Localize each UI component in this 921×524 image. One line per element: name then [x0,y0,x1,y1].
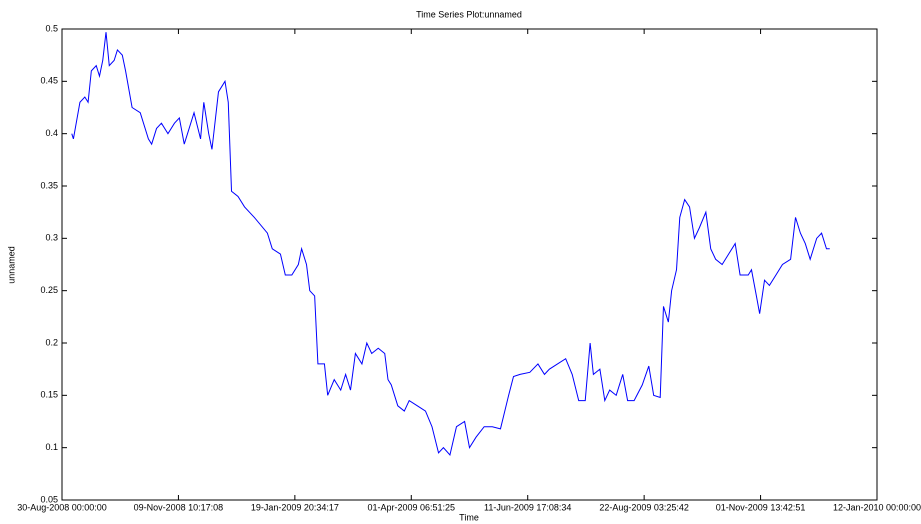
x-axis-label: Time [459,512,479,522]
y-tick-label: 0.3 [45,233,58,243]
y-tick-label: 0.15 [40,390,58,400]
chart-title: Time Series Plot:unnamed [416,9,522,19]
y-tick-label: 0.1 [45,442,58,452]
y-tick-label: 0.25 [40,285,58,295]
y-tick-label: 0.05 [40,494,58,504]
x-tick-label: 01-Nov-2009 13:42:51 [716,502,806,512]
y-tick-label: 0.2 [45,337,58,347]
y-axis-label: unnamed [6,246,16,284]
series-line [71,32,830,457]
x-tick-label: 11-Jun-2009 17:08:34 [484,502,571,512]
y-tick-label: 0.5 [45,23,58,33]
y-tick-label: 0.35 [40,180,58,190]
plot-frame [61,28,878,501]
x-tick-label: 19-Jan-2009 20:34:17 [251,502,339,512]
y-tick-label: 0.45 [40,76,58,86]
x-tick-label: 01-Apr-2009 06:51:25 [367,502,455,512]
y-tick-label: 0.4 [45,128,58,138]
x-tick-label: 12-Jan-2010 00:00:00 [833,502,921,512]
x-tick-label: 22-Aug-2009 03:25:42 [599,502,689,512]
x-tick-label: 09-Nov-2008 10:17:08 [134,502,224,512]
x-tick-label: 30-Aug-2008 00:00:00 [17,502,107,512]
